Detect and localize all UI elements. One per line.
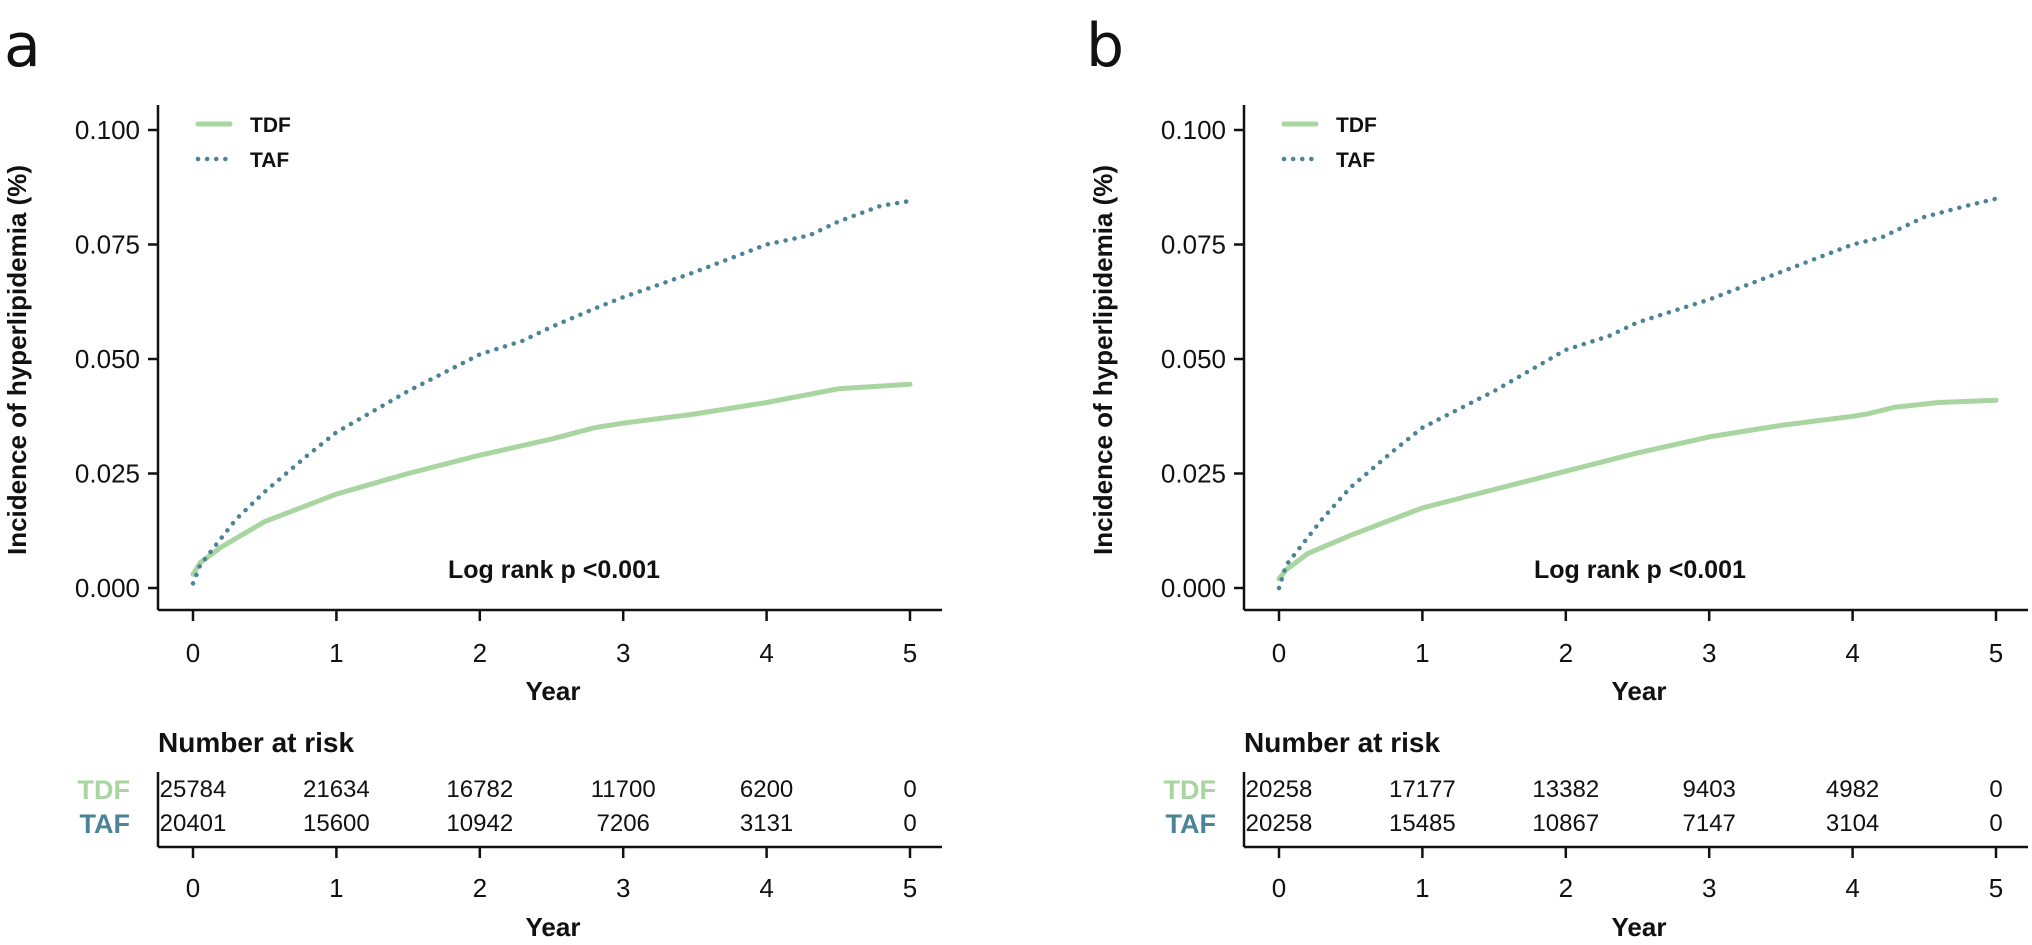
risk-group-label-taf: TAF bbox=[80, 809, 130, 839]
risk-value: 3104 bbox=[1826, 810, 1879, 837]
risk-x-tick-label: 3 bbox=[616, 873, 630, 903]
y-tick-label: 0.000 bbox=[1161, 573, 1226, 603]
risk-x-axis-title: Year bbox=[526, 912, 581, 942]
x-tick-label: 2 bbox=[473, 638, 487, 668]
series-line-taf bbox=[1276, 196, 1999, 591]
x-tick-label: 2 bbox=[1559, 638, 1573, 668]
series-line-tdf bbox=[190, 381, 913, 577]
y-tick-label: 0.050 bbox=[75, 344, 140, 374]
y-axis-title: Incidence of hyperlipidemia (%) bbox=[1088, 165, 1118, 555]
x-tick-label: 3 bbox=[1702, 638, 1716, 668]
x-tick-label: 4 bbox=[759, 638, 773, 668]
risk-value: 0 bbox=[1989, 810, 2002, 837]
risk-value: 7206 bbox=[597, 810, 650, 837]
series-line-taf bbox=[190, 198, 913, 586]
risk-value: 7147 bbox=[1683, 810, 1736, 837]
risk-x-tick-label: 4 bbox=[759, 873, 773, 903]
risk-value: 20258 bbox=[1246, 810, 1313, 837]
risk-group-label-tdf: TDF bbox=[1164, 775, 1216, 805]
risk-x-tick-label: 2 bbox=[473, 873, 487, 903]
risk-value: 13382 bbox=[1532, 776, 1599, 803]
y-axis-title: Incidence of hyperlipidemia (%) bbox=[2, 165, 32, 555]
risk-x-tick-label: 0 bbox=[1272, 873, 1286, 903]
y-tick-label: 0.100 bbox=[75, 115, 140, 145]
risk-value: 3131 bbox=[740, 810, 793, 837]
series-line-tdf bbox=[1276, 397, 1999, 582]
x-tick-label: 1 bbox=[1415, 638, 1429, 668]
risk-x-tick-label: 5 bbox=[903, 873, 917, 903]
risk-group-label-taf: TAF bbox=[1166, 809, 1216, 839]
x-tick-label: 3 bbox=[616, 638, 630, 668]
legend-label-tdf: TDF bbox=[250, 114, 291, 137]
risk-value: 0 bbox=[903, 810, 916, 837]
risk-value: 20401 bbox=[160, 810, 227, 837]
x-tick-label: 5 bbox=[903, 638, 917, 668]
risk-group-label-tdf: TDF bbox=[78, 775, 130, 805]
y-tick-label: 0.100 bbox=[1161, 115, 1226, 145]
risk-value: 20258 bbox=[1246, 776, 1313, 803]
risk-x-tick-label: 1 bbox=[1415, 873, 1429, 903]
x-tick-label: 4 bbox=[1845, 638, 1859, 668]
panel-a: a 0.000 0.025 0.050 0.075 0.100 0 1 2 3 4 5 Year Inci… bbox=[2, 11, 942, 942]
risk-value: 9403 bbox=[1683, 776, 1736, 803]
logrank-annotation: Log rank p <0.001 bbox=[1534, 556, 1746, 584]
risk-value: 17177 bbox=[1389, 776, 1456, 803]
logrank-annotation: Log rank p <0.001 bbox=[448, 556, 660, 584]
risk-value: 15600 bbox=[303, 810, 370, 837]
y-tick-label: 0.025 bbox=[75, 459, 140, 489]
x-tick-label: 0 bbox=[1272, 638, 1286, 668]
panel-letter: a bbox=[4, 11, 41, 81]
risk-value: 16782 bbox=[446, 776, 513, 803]
risk-x-tick-label: 3 bbox=[1702, 873, 1716, 903]
risk-value: 11700 bbox=[591, 776, 656, 803]
legend-label-taf: TAF bbox=[250, 149, 289, 172]
risk-x-axis-title: Year bbox=[1612, 912, 1667, 942]
risk-value: 4982 bbox=[1826, 776, 1879, 803]
risk-x-tick-label: 4 bbox=[1845, 873, 1859, 903]
risk-value: 0 bbox=[1989, 776, 2002, 803]
y-tick-label: 0.050 bbox=[1161, 344, 1226, 374]
x-tick-label: 5 bbox=[1989, 638, 2003, 668]
y-tick-label: 0.000 bbox=[75, 573, 140, 603]
x-axis-title: Year bbox=[526, 676, 581, 706]
risk-x-tick-label: 1 bbox=[329, 873, 343, 903]
risk-table-title: Number at risk bbox=[1244, 727, 1440, 758]
risk-x-tick-label: 0 bbox=[186, 873, 200, 903]
y-tick-label: 0.075 bbox=[1161, 230, 1226, 260]
risk-value: 6200 bbox=[740, 776, 793, 803]
x-axis-title: Year bbox=[1612, 676, 1667, 706]
risk-table-title: Number at risk bbox=[158, 727, 354, 758]
risk-value: 0 bbox=[903, 776, 916, 803]
panel-b: b 0.000 0.025 0.050 0.075 0.100 0 1 2 3 4 5 Year Inci… bbox=[1086, 11, 2028, 942]
panel-letter: b bbox=[1086, 11, 1124, 81]
risk-value: 21634 bbox=[303, 776, 370, 803]
x-tick-label: 1 bbox=[329, 638, 343, 668]
risk-value: 10867 bbox=[1532, 810, 1599, 837]
legend-label-taf: TAF bbox=[1336, 149, 1375, 172]
risk-value: 10942 bbox=[446, 810, 513, 837]
risk-x-tick-label: 5 bbox=[1989, 873, 2003, 903]
y-tick-label: 0.025 bbox=[1161, 459, 1226, 489]
y-tick-label: 0.075 bbox=[75, 230, 140, 260]
risk-value: 25784 bbox=[160, 776, 227, 803]
risk-value: 15485 bbox=[1389, 810, 1456, 837]
legend-label-tdf: TDF bbox=[1336, 114, 1377, 137]
x-tick-label: 0 bbox=[186, 638, 200, 668]
risk-x-tick-label: 2 bbox=[1559, 873, 1573, 903]
